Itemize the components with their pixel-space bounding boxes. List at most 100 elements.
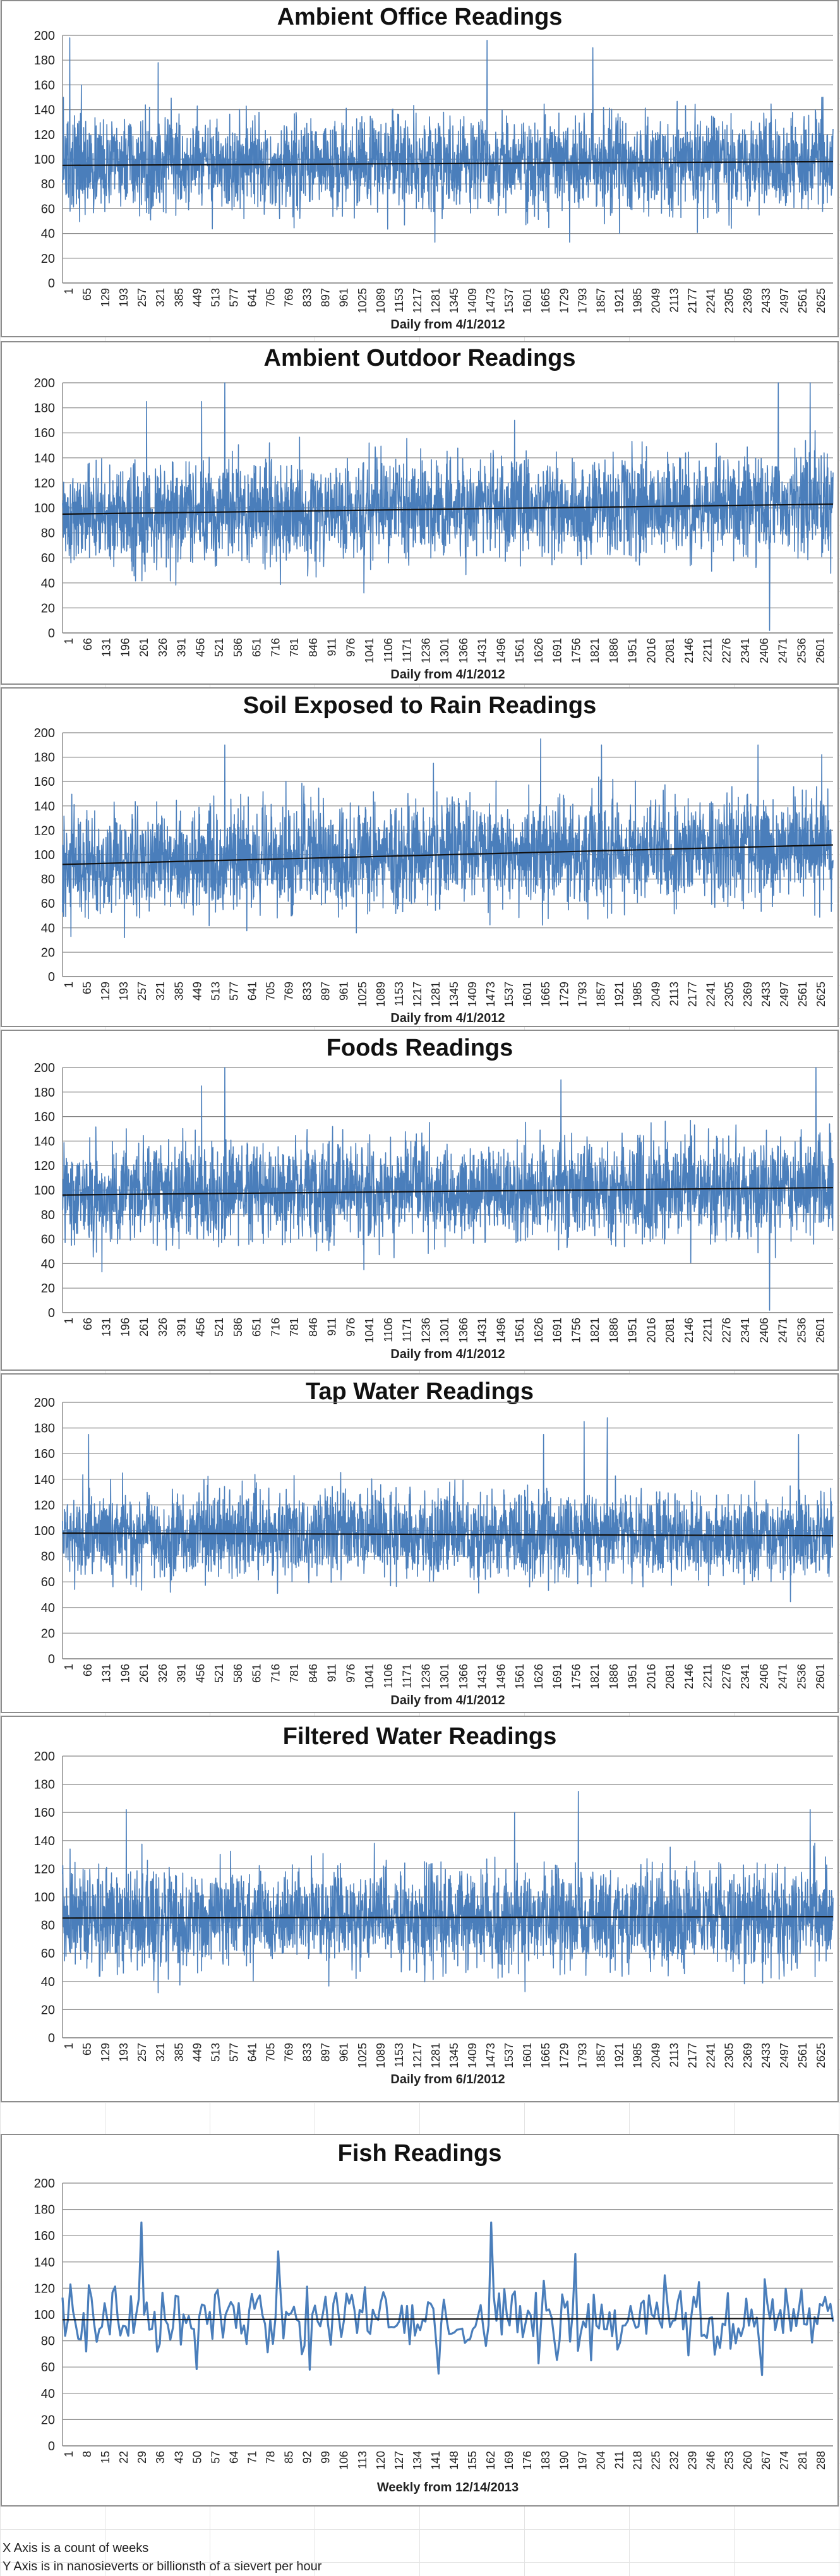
- x-tick-label: 1756: [570, 1318, 582, 1343]
- x-tick-label: 521: [213, 1664, 225, 1683]
- x-tick-label: 176: [521, 2451, 534, 2470]
- x-axis-label: Daily from 4/1/2012: [390, 1347, 505, 1361]
- y-tick-label: 200: [34, 1061, 55, 1075]
- y-tick-label: 160: [34, 78, 55, 92]
- x-tick-label: 1985: [632, 288, 644, 313]
- y-tick-label: 80: [41, 178, 55, 191]
- y-tick-label: 20: [41, 252, 55, 266]
- x-tick-label: 2497: [778, 2043, 791, 2068]
- series-line: [62, 37, 834, 243]
- x-tick-label: 385: [172, 982, 185, 1001]
- x-tick-label: 50: [191, 2451, 203, 2464]
- x-tick-label: 1537: [503, 982, 515, 1007]
- y-tick-label: 20: [41, 2003, 55, 2017]
- x-tick-label: 1756: [570, 1664, 582, 1689]
- y-tick-label: 120: [34, 128, 55, 142]
- series-line: [62, 1417, 834, 1603]
- x-tick-label: 781: [288, 1318, 301, 1337]
- x-tick-label: 2433: [760, 982, 772, 1007]
- x-tick-label: 261: [138, 1664, 150, 1683]
- y-tick-label: 40: [41, 1257, 55, 1271]
- x-tick-label: 833: [301, 288, 314, 307]
- x-tick-label: 2471: [777, 638, 789, 663]
- y-tick-label: 80: [41, 527, 55, 541]
- x-tick-label: 586: [232, 638, 244, 657]
- x-tick-label: 2276: [721, 1664, 733, 1689]
- x-tick-label: 1793: [576, 2043, 589, 2068]
- x-tick-label: 1793: [576, 982, 589, 1007]
- series-line: [61, 2221, 834, 2376]
- x-tick-label: 1886: [608, 1318, 620, 1343]
- y-tick-label: 40: [41, 922, 55, 936]
- chart-title: Filtered Water Readings: [282, 1723, 557, 1750]
- x-tick-label: 148: [448, 2451, 460, 2470]
- trend-line: [62, 503, 834, 515]
- x-tick-label: 1729: [558, 982, 570, 1007]
- chart-title: Tap Water Readings: [305, 1378, 534, 1405]
- x-tick-label: 1106: [382, 1664, 395, 1688]
- x-tick-label: 577: [227, 288, 240, 307]
- x-tick-label: 2177: [687, 288, 699, 313]
- x-tick-label: 1473: [484, 288, 497, 313]
- y-tick-label: 120: [34, 1159, 55, 1173]
- chart-tap-water: Tap Water Readings 0 20 40 60 80 100 120 140 160…: [1, 1373, 839, 1713]
- x-tick-label: 211: [613, 2451, 625, 2469]
- x-tick-label: 232: [668, 2451, 681, 2470]
- x-tick-label: 2601: [814, 638, 827, 663]
- x-tick-label: 716: [269, 638, 282, 657]
- x-tick-label: 911: [326, 1318, 339, 1336]
- x-tick-label: 2016: [645, 1664, 657, 1689]
- x-tick-label: 2561: [796, 288, 809, 313]
- x-axis-label: Daily from 4/1/2012: [390, 1011, 505, 1025]
- chart-plot: 0 20 40 60 80 100 120 140 160 180 200 1 66 131 196 261 3…: [34, 1396, 834, 1707]
- series-line: [62, 1067, 834, 1311]
- y-tick-label: 40: [41, 577, 55, 591]
- y-tick-label: 100: [34, 502, 55, 515]
- y-tick-label: 0: [48, 277, 55, 291]
- x-tick-label: 2497: [778, 288, 791, 313]
- chart-title: Ambient Office Readings: [277, 4, 563, 30]
- x-tick-label: 326: [157, 638, 169, 657]
- x-tick-label: 1171: [401, 638, 414, 663]
- x-tick-label: 521: [213, 638, 225, 657]
- x-tick-label: 1665: [539, 982, 552, 1007]
- x-tick-label: 2211: [702, 1318, 714, 1342]
- x-tick-label: 1857: [594, 982, 607, 1007]
- x-tick-label: 1: [63, 1664, 75, 1670]
- note-x-axis: X Axis is a count of weeks: [3, 2541, 149, 2555]
- trend-line: [62, 1916, 834, 1919]
- x-tick-label: 64: [227, 2451, 240, 2464]
- chart-foods: Foods Readings 0 20 40 60 80 100 120 140 160 180 2…: [1, 1030, 839, 1371]
- x-tick-label: 1985: [632, 982, 644, 1007]
- x-tick-label: 449: [191, 2043, 203, 2062]
- x-tick-label: 513: [209, 288, 222, 307]
- x-tick-label: 641: [246, 2043, 259, 2062]
- x-tick-label: 2241: [705, 2043, 717, 2068]
- x-tick-label: 1301: [438, 638, 451, 663]
- x-tick-label: 1496: [495, 1318, 507, 1343]
- x-tick-label: 769: [283, 982, 296, 1001]
- x-tick-label: 1: [63, 288, 75, 294]
- x-tick-label: 2601: [814, 1664, 827, 1689]
- y-tick-label: 100: [34, 848, 55, 862]
- x-axis-label: Daily from 6/1/2012: [390, 2073, 505, 2086]
- x-tick-label: 129: [99, 288, 112, 307]
- x-tick-label: 2081: [664, 1664, 676, 1689]
- x-tick-label: 2146: [683, 638, 695, 663]
- x-tick-label: 1473: [484, 2043, 497, 2068]
- x-tick-label: 1626: [532, 638, 545, 663]
- x-tick-label: 2406: [758, 1664, 771, 1689]
- x-tick-label: 246: [705, 2451, 717, 2470]
- x-tick-label: 385: [172, 288, 185, 307]
- x-axis-label: Daily from 4/1/2012: [390, 318, 505, 332]
- trend-line: [62, 160, 834, 166]
- x-tick-label: 1756: [570, 638, 582, 663]
- chart-title: Fish Readings: [337, 2140, 502, 2167]
- x-tick-label: 456: [194, 1318, 207, 1337]
- x-tick-label: 196: [119, 1664, 131, 1683]
- y-tick-label: 200: [34, 2177, 55, 2191]
- x-tick-label: 1537: [503, 288, 515, 313]
- y-tick-label: 140: [34, 452, 55, 466]
- chart-title: Foods Readings: [326, 1035, 513, 1061]
- x-tick-label: 2625: [815, 288, 827, 313]
